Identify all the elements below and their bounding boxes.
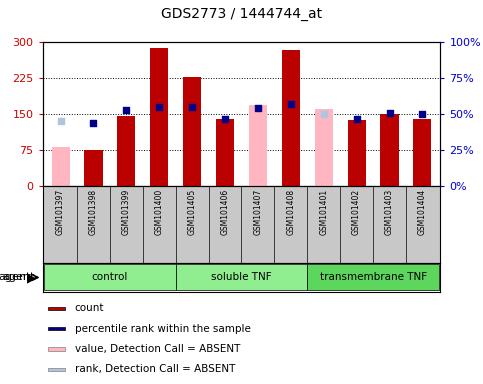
Bar — [48, 367, 65, 371]
Bar — [307, 265, 439, 290]
Point — [123, 107, 130, 113]
Bar — [249, 104, 267, 186]
Bar — [48, 307, 65, 310]
Bar — [85, 150, 102, 186]
Point — [90, 120, 98, 126]
Bar — [52, 147, 70, 186]
Text: percentile rank within the sample: percentile rank within the sample — [75, 324, 251, 334]
Bar — [176, 265, 307, 290]
Bar — [48, 327, 65, 330]
Point — [221, 116, 229, 122]
Text: GDS2773 / 1444744_at: GDS2773 / 1444744_at — [161, 7, 322, 21]
Bar — [381, 114, 398, 186]
Text: GSM101408: GSM101408 — [286, 189, 295, 235]
Point — [156, 104, 163, 110]
Point — [57, 118, 64, 124]
Bar — [150, 48, 168, 186]
Text: soluble TNF: soluble TNF — [211, 272, 272, 283]
Bar — [117, 116, 135, 186]
Text: GSM101404: GSM101404 — [418, 189, 427, 235]
Point — [320, 111, 327, 118]
Text: GSM101402: GSM101402 — [352, 189, 361, 235]
Point — [419, 111, 426, 118]
Bar — [282, 50, 300, 186]
Bar — [44, 265, 176, 290]
Point — [254, 106, 262, 112]
Text: GSM101399: GSM101399 — [122, 189, 131, 235]
Text: agent: agent — [2, 272, 35, 283]
Text: rank, Detection Call = ABSENT: rank, Detection Call = ABSENT — [75, 364, 235, 374]
Text: GSM101401: GSM101401 — [319, 189, 328, 235]
Text: control: control — [92, 272, 128, 283]
Text: value, Detection Call = ABSENT: value, Detection Call = ABSENT — [75, 344, 240, 354]
Bar — [413, 119, 431, 186]
Text: GSM101407: GSM101407 — [254, 189, 262, 235]
Text: count: count — [75, 303, 104, 313]
Bar — [183, 77, 201, 186]
Text: ▶: ▶ — [27, 271, 36, 284]
Point — [385, 110, 393, 116]
Text: GSM101400: GSM101400 — [155, 189, 164, 235]
Point — [188, 104, 196, 110]
Text: agent: agent — [0, 272, 30, 283]
Bar — [348, 120, 366, 186]
Point — [287, 101, 295, 107]
Bar — [315, 109, 333, 186]
Bar — [216, 119, 234, 186]
Text: GSM101405: GSM101405 — [188, 189, 197, 235]
Text: transmembrane TNF: transmembrane TNF — [320, 272, 426, 283]
Text: GSM101397: GSM101397 — [56, 189, 65, 235]
Text: GSM101403: GSM101403 — [385, 189, 394, 235]
Text: GSM101398: GSM101398 — [89, 189, 98, 235]
Point — [353, 116, 360, 122]
Bar — [48, 348, 65, 351]
Text: GSM101406: GSM101406 — [221, 189, 229, 235]
